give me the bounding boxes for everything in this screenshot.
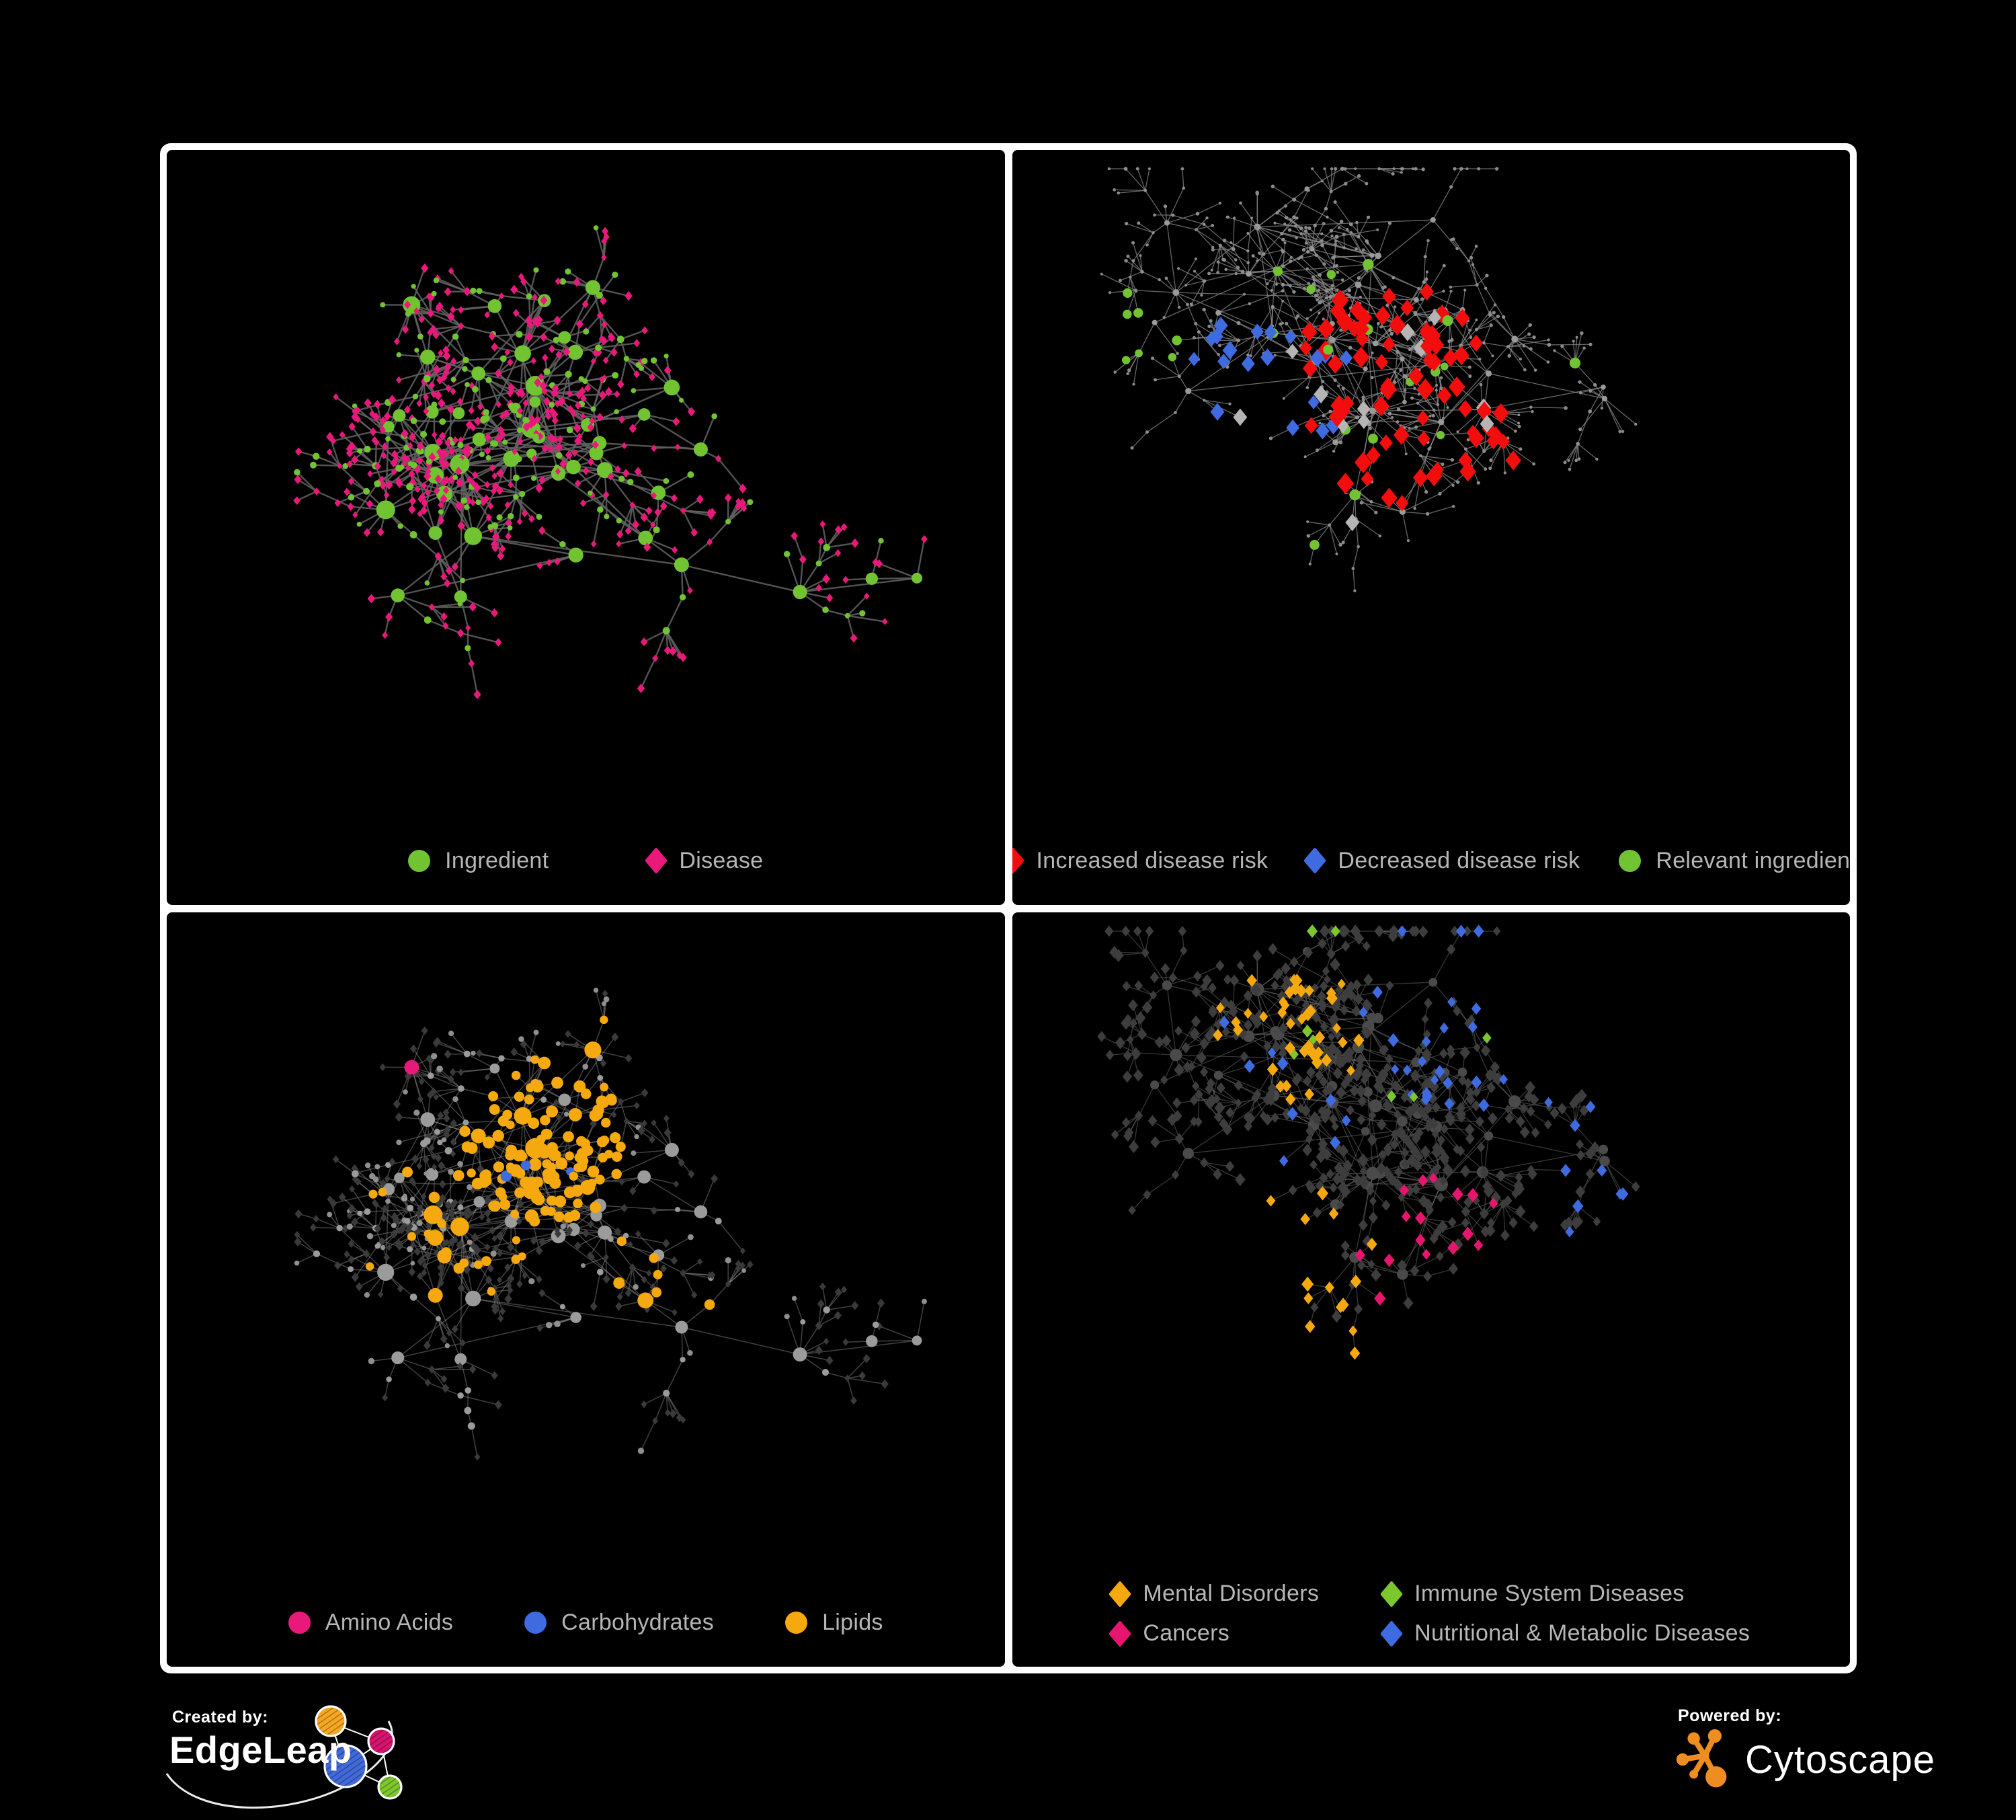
- edgeleap-logo-nodes: [315, 1705, 403, 1800]
- panel-disease-classes: Mental Disorders Immune System Diseases Ca…: [1012, 912, 1851, 1667]
- legend-item: Mental Disorders: [1108, 1580, 1320, 1608]
- legend-item: Carbohydrates: [524, 1610, 714, 1636]
- diamond-glyph: [1303, 846, 1327, 875]
- panel-ingredient-disease: Ingredient Disease: [167, 150, 1005, 905]
- legend-item: Ingredient: [408, 848, 549, 874]
- created-by-label: Created by:: [172, 1708, 269, 1727]
- legend-item: Amino Acids: [288, 1610, 453, 1636]
- network-graph-ingredient-classes: [294, 987, 927, 1460]
- panel-disease-risk: Increased disease risk Decreased disease …: [1012, 150, 1850, 905]
- legend-item: Increased disease risk: [1012, 846, 1268, 875]
- panel-grid: Ingredient Disease Increased disease risk…: [160, 143, 1857, 1673]
- network-graph-ingredient-disease: [293, 225, 928, 699]
- legend-item: Disease: [645, 846, 764, 875]
- cytoscape-logo-icon: [1676, 1729, 1727, 1788]
- diamond-glyph: [1108, 1620, 1132, 1647]
- legend-item-label: Carbohydrates: [561, 1610, 715, 1635]
- created-by-credit: Created by: EdgeLeap: [161, 1701, 424, 1819]
- diamond-glyph: [1012, 846, 1025, 875]
- legend-item-label: Increased disease risk: [1036, 847, 1268, 873]
- diamond-glyph: [1108, 1580, 1132, 1608]
- legend-item-label: Relevant ingredient: [1656, 847, 1850, 873]
- legend-ingredient-classes: Amino Acids Carbohydrates Lipids: [167, 1610, 1005, 1636]
- legend-item-label: Ingredient: [445, 847, 549, 873]
- diamond-glyph: [1380, 1580, 1404, 1608]
- legend-disease-risk: Increased disease risk Decreased disease …: [1012, 846, 1850, 875]
- network-graph-disease-risk: [1100, 167, 1637, 592]
- panel-ingredient-classes: Amino Acids Carbohydrates Lipids: [167, 912, 1005, 1667]
- legend-item-label: Lipids: [822, 1610, 883, 1635]
- legend-item-label: Nutritional & Metabolic Diseases: [1414, 1620, 1750, 1646]
- legend-item: Relevant ingredient: [1619, 848, 1850, 874]
- edgeleap-logo: [165, 1705, 403, 1809]
- cytoscape-brand-text: Cytoscape: [1745, 1737, 1936, 1782]
- circle-glyph: [408, 849, 431, 872]
- legend-item-label: Cancers: [1143, 1620, 1230, 1646]
- legend-item: Decreased disease risk: [1303, 846, 1580, 875]
- diamond-glyph: [1380, 1620, 1404, 1647]
- legend-item: Nutritional & Metabolic Diseases: [1380, 1620, 1750, 1647]
- powered-by-credit: Powered by: Cytosc: [1675, 1706, 1935, 1790]
- powered-by-label: Powered by:: [1678, 1706, 1782, 1725]
- legend-item: Immune System Diseases: [1380, 1580, 1750, 1608]
- legend-item-label: Disease: [679, 847, 764, 873]
- legend-item-label: Mental Disorders: [1143, 1581, 1320, 1606]
- legend-item: Cancers: [1108, 1620, 1319, 1647]
- network-graph-disease-classes: [1096, 924, 1640, 1359]
- legend-item: Lipids: [785, 1610, 883, 1636]
- edgeleap-brand-text: EdgeLeap: [169, 1729, 352, 1771]
- circle-glyph: [1619, 849, 1642, 872]
- circle-glyph: [785, 1612, 808, 1634]
- diamond-glyph: [645, 846, 668, 875]
- legend-item-label: Decreased disease risk: [1338, 847, 1580, 873]
- legend-disease-classes: Mental Disorders Immune System Diseases Ca…: [1012, 1580, 1851, 1647]
- circle-glyph: [288, 1612, 311, 1634]
- legend-item-label: Immune System Diseases: [1414, 1581, 1685, 1606]
- circle-glyph: [524, 1612, 547, 1634]
- legend-ingredient-disease: Ingredient Disease: [167, 846, 1005, 875]
- legend-item-label: Amino Acids: [325, 1610, 454, 1635]
